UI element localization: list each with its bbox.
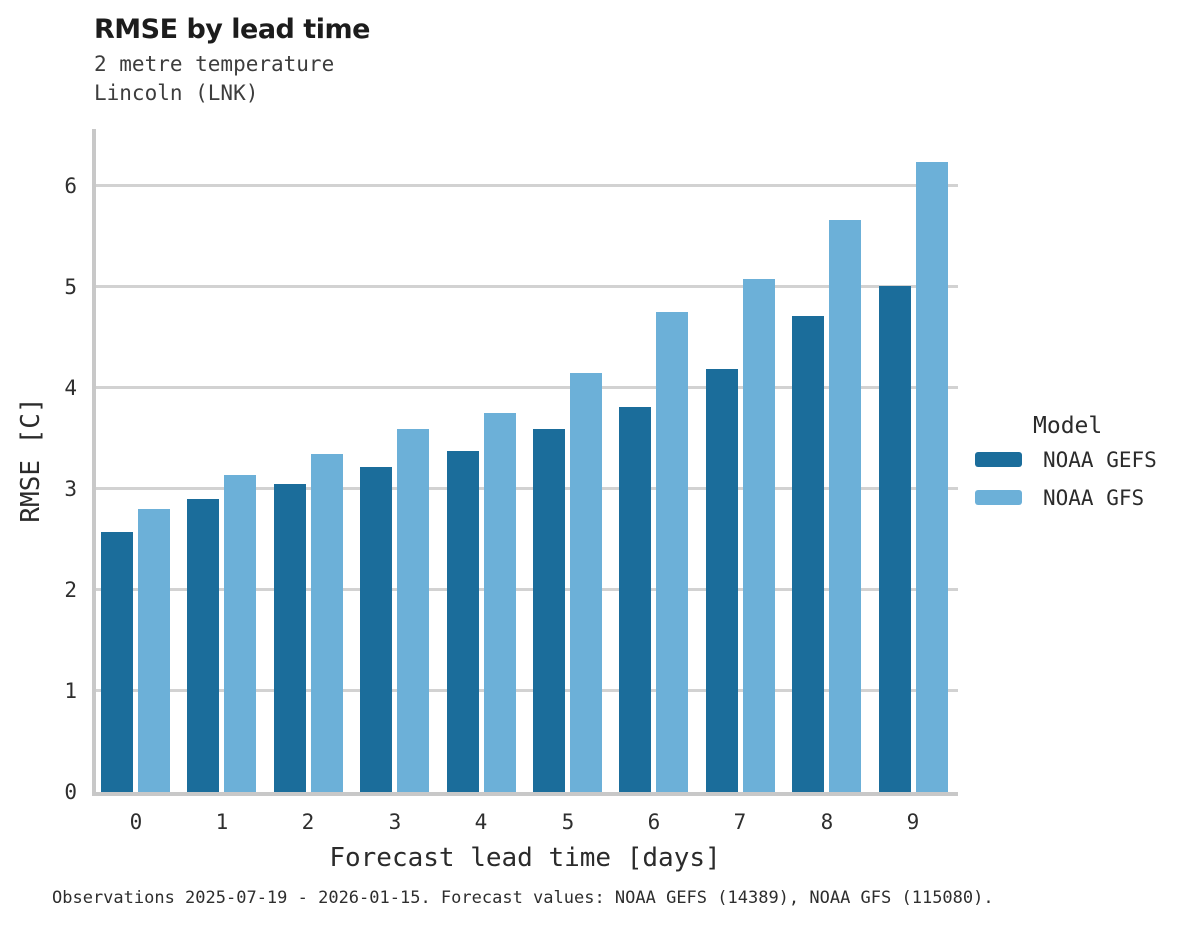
y-tick-label-6: 6 xyxy=(64,173,77,198)
x-tick-label-6: 6 xyxy=(647,810,661,834)
y-tick-label-3: 3 xyxy=(64,476,77,501)
bar-gfs-day-3 xyxy=(397,429,429,792)
x-tick-label-3: 3 xyxy=(388,810,402,834)
x-tick-label-0: 0 xyxy=(129,810,143,834)
bar-gefs-day-9 xyxy=(879,286,911,792)
y-tick-label-4: 4 xyxy=(64,375,77,400)
legend-swatch-gfs xyxy=(975,490,1022,505)
bar-gefs-day-0 xyxy=(101,532,133,792)
x-tick-label-5: 5 xyxy=(561,810,575,834)
x-tick-label-7: 7 xyxy=(733,810,747,834)
bar-gfs-day-8 xyxy=(829,220,861,792)
gridline-y-6 xyxy=(92,184,958,188)
legend-label-gfs: NOAA GFS xyxy=(1043,485,1145,510)
bar-gefs-day-3 xyxy=(360,467,392,792)
bar-gefs-day-4 xyxy=(447,451,479,792)
bar-gfs-day-0 xyxy=(138,509,170,792)
y-tick-label-0: 0 xyxy=(64,780,77,804)
x-axis-line xyxy=(92,792,958,796)
bar-gfs-day-9 xyxy=(916,162,948,792)
y-tick-label-2: 2 xyxy=(64,577,77,602)
legend-swatch-gefs xyxy=(975,452,1022,467)
bar-gefs-day-7 xyxy=(706,369,738,792)
legend-title: Model xyxy=(1033,413,1103,439)
gridline-y-1 xyxy=(92,689,958,693)
plot-area: 0 1 2 3 4 5 6 0 1 2 3 4 5 6 7 8 9 xyxy=(64,129,958,834)
bar-gefs-day-8 xyxy=(792,316,824,792)
bar-gfs-day-6 xyxy=(656,312,688,792)
y-axis-title: RMSE [C] xyxy=(16,397,46,523)
chart-title: RMSE by lead time xyxy=(94,14,370,45)
gridline-y-4 xyxy=(92,386,958,390)
x-tick-label-2: 2 xyxy=(301,810,315,834)
gridline-y-2 xyxy=(92,588,958,592)
legend-label-gefs: NOAA GEFS xyxy=(1043,447,1157,472)
y-axis-line xyxy=(92,129,96,796)
chart-subtitle-variable: 2 metre temperature xyxy=(94,52,335,76)
bar-gefs-day-5 xyxy=(533,429,565,792)
x-tick-label-9: 9 xyxy=(906,810,920,834)
bar-gefs-day-2 xyxy=(274,484,306,792)
x-tick-label-8: 8 xyxy=(820,810,834,834)
y-tick-label-5: 5 xyxy=(64,274,77,299)
x-axis-title: Forecast lead time [days] xyxy=(329,843,721,873)
x-tick-label-1: 1 xyxy=(215,810,229,834)
bar-gfs-day-1 xyxy=(224,475,256,792)
footer-caption: Observations 2025-07-19 - 2026-01-15. Fo… xyxy=(52,888,994,908)
bar-gfs-day-7 xyxy=(743,279,775,792)
chart-subtitle-location: Lincoln (LNK) xyxy=(94,81,259,105)
x-tick-label-4: 4 xyxy=(474,810,488,834)
gridline-y-5 xyxy=(92,285,958,289)
bar-gefs-day-6 xyxy=(619,407,651,792)
legend-item-gefs: NOAA GEFS xyxy=(975,447,1195,472)
bar-gefs-day-1 xyxy=(187,499,219,792)
legend: Model NOAA GEFS NOAA GFS xyxy=(975,413,1195,525)
gridline-y-3 xyxy=(92,487,958,491)
bar-gfs-day-5 xyxy=(570,373,602,792)
legend-item-gfs: NOAA GFS xyxy=(975,485,1195,510)
bar-gfs-day-2 xyxy=(311,454,343,792)
y-tick-label-1: 1 xyxy=(64,678,77,703)
bar-gfs-day-4 xyxy=(484,413,516,792)
